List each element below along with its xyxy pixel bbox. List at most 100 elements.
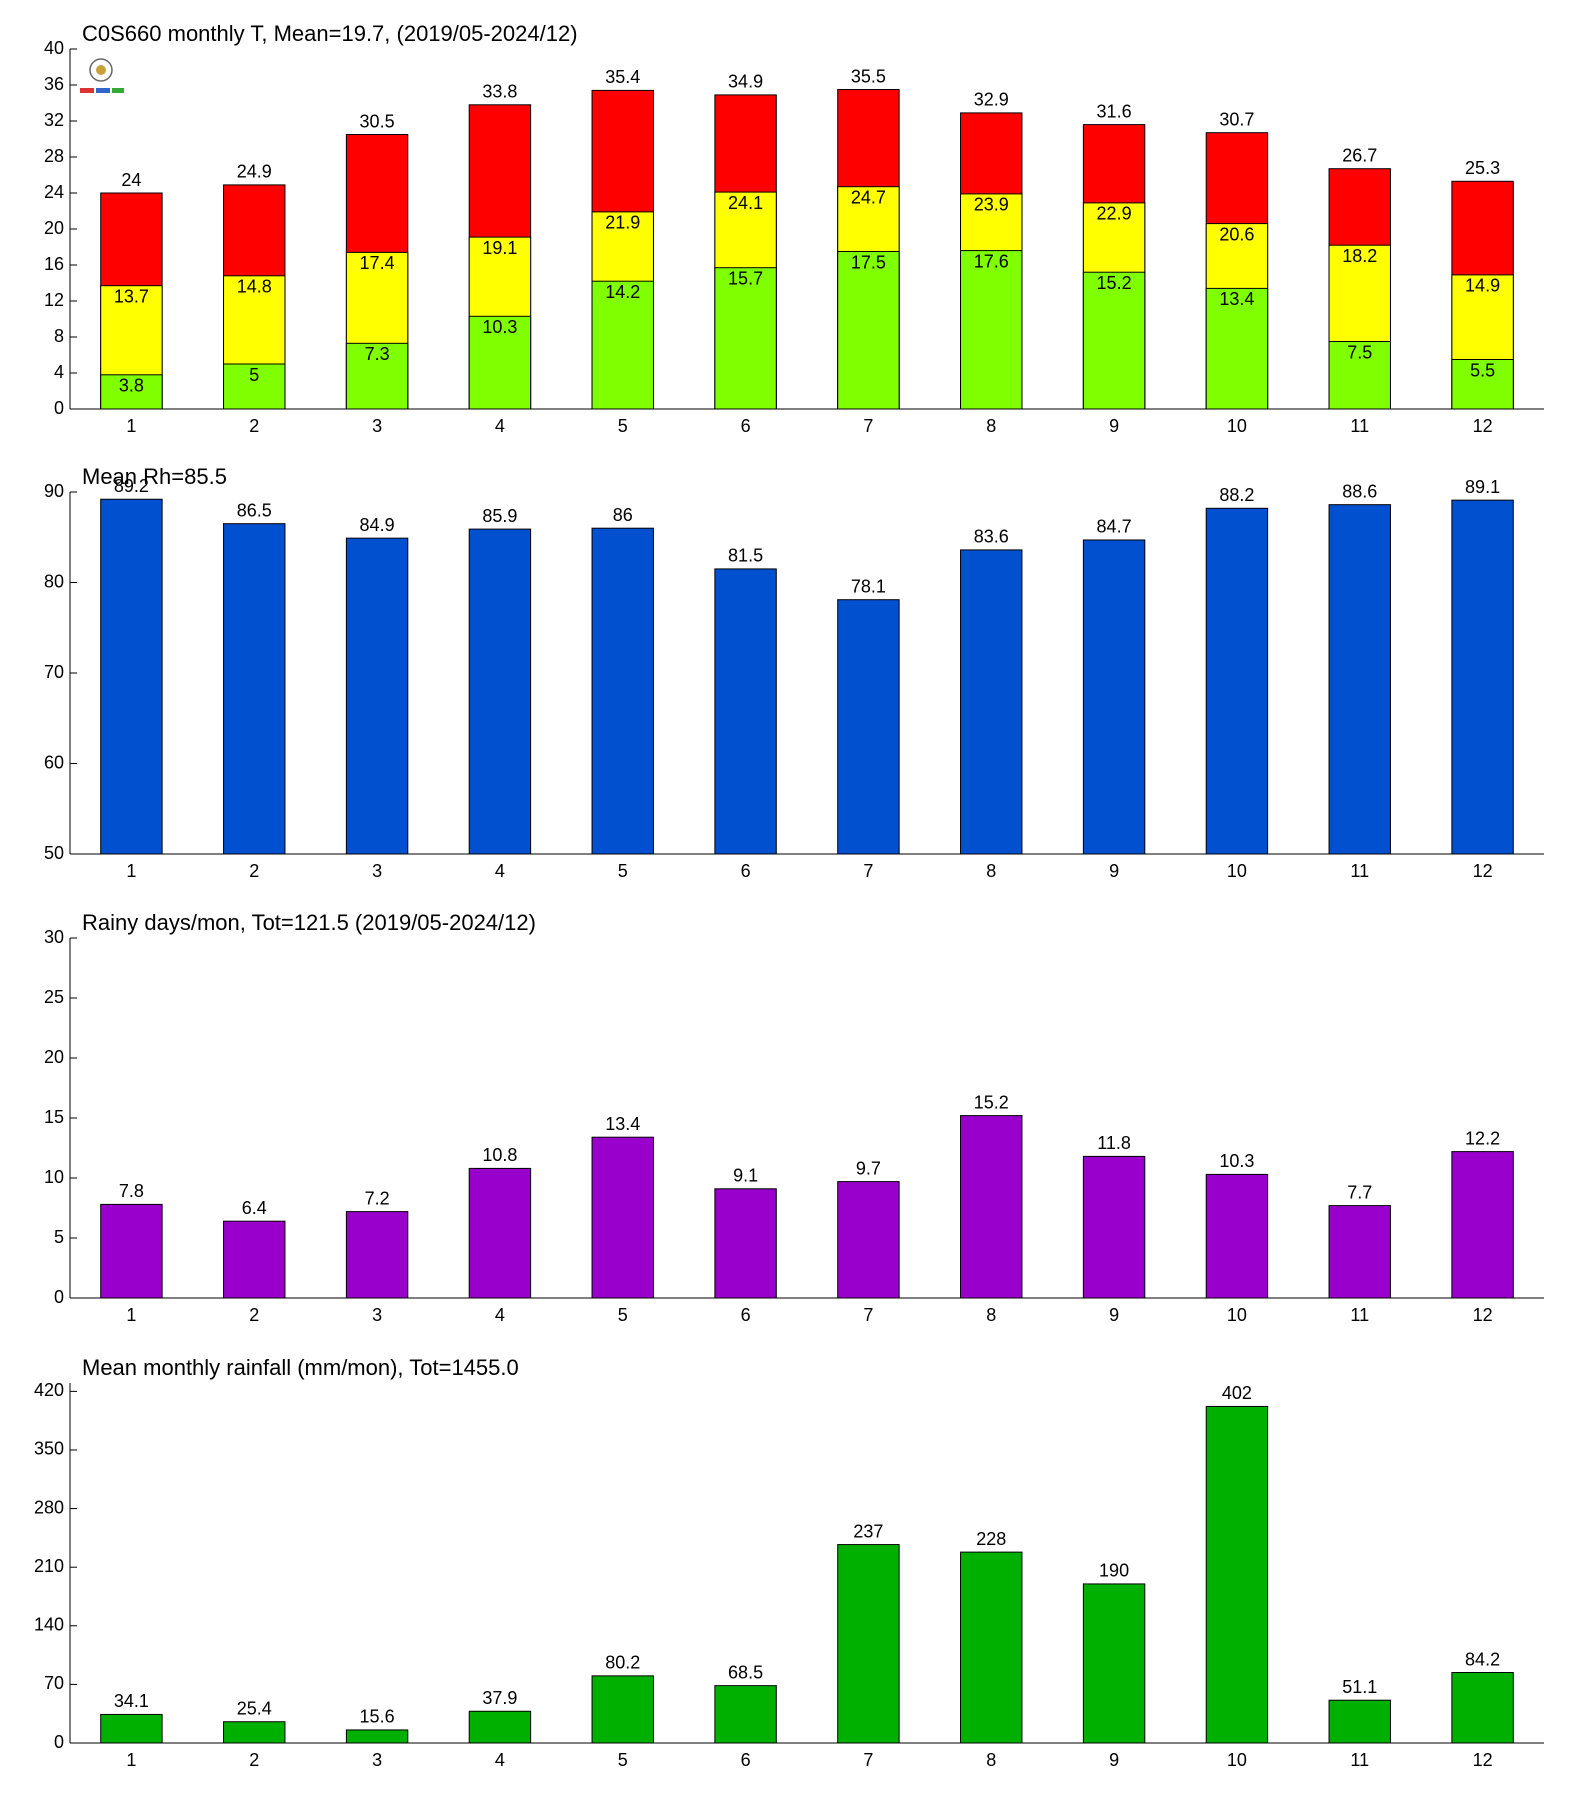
value-label: 15.2 bbox=[974, 1092, 1009, 1112]
value-label: 10.3 bbox=[1219, 1151, 1254, 1171]
bar bbox=[837, 599, 900, 855]
y-tick-label: 20 bbox=[44, 218, 64, 238]
value-label: 7.8 bbox=[119, 1181, 144, 1201]
value-label: 86.5 bbox=[237, 500, 272, 520]
value-label: 13.4 bbox=[605, 1114, 640, 1134]
bar bbox=[345, 1729, 409, 1744]
logo-mark bbox=[96, 88, 110, 93]
bar bbox=[345, 342, 409, 410]
value-label: 7.2 bbox=[365, 1188, 390, 1208]
bar bbox=[714, 568, 777, 855]
bar bbox=[591, 527, 654, 855]
x-tick-label: 10 bbox=[1227, 1750, 1247, 1770]
x-tick-label: 7 bbox=[863, 861, 873, 881]
x-tick-label: 2 bbox=[249, 416, 259, 436]
value-label: 84.7 bbox=[1097, 517, 1132, 537]
value-label: 88.6 bbox=[1342, 481, 1377, 501]
x-tick-label: 5 bbox=[618, 861, 628, 881]
value-label: 25.3 bbox=[1465, 158, 1500, 178]
value-label: 7.7 bbox=[1347, 1182, 1372, 1202]
y-tick-label: 140 bbox=[34, 1615, 64, 1635]
bar bbox=[100, 1713, 163, 1744]
logo-center bbox=[96, 65, 106, 75]
value-label: 24 bbox=[121, 170, 141, 190]
chart-title: Mean Rh=85.5 bbox=[82, 464, 227, 489]
x-tick-label: 11 bbox=[1350, 1305, 1369, 1325]
y-tick-label: 50 bbox=[44, 843, 64, 863]
value-label: 89.1 bbox=[1465, 477, 1500, 497]
value-label: 17.5 bbox=[851, 252, 886, 272]
value-label: 22.9 bbox=[1097, 204, 1132, 224]
value-label: 9.1 bbox=[733, 1166, 758, 1186]
x-tick-label: 12 bbox=[1473, 416, 1493, 436]
value-label: 10.8 bbox=[482, 1145, 517, 1165]
value-label: 3.8 bbox=[119, 376, 144, 396]
y-tick-label: 210 bbox=[34, 1556, 64, 1576]
value-label: 9.7 bbox=[856, 1158, 881, 1178]
value-label: 83.6 bbox=[974, 527, 1009, 547]
y-tick-label: 20 bbox=[44, 1047, 64, 1067]
y-tick-label: 420 bbox=[34, 1380, 64, 1400]
y-tick-label: 4 bbox=[54, 362, 64, 382]
x-tick-label: 1 bbox=[126, 416, 136, 436]
x-tick-label: 9 bbox=[1109, 1305, 1119, 1325]
x-tick-label: 2 bbox=[249, 1750, 259, 1770]
value-label: 228 bbox=[976, 1529, 1006, 1549]
bar bbox=[223, 523, 286, 855]
x-tick-label: 8 bbox=[986, 1750, 996, 1770]
value-label: 12.2 bbox=[1465, 1128, 1500, 1148]
bar bbox=[1328, 504, 1391, 855]
x-tick-label: 1 bbox=[126, 861, 136, 881]
value-label: 190 bbox=[1099, 1561, 1129, 1581]
x-tick-label: 8 bbox=[986, 1305, 996, 1325]
value-label: 21.9 bbox=[605, 213, 640, 233]
bar bbox=[837, 1544, 900, 1744]
x-tick-label: 6 bbox=[741, 416, 751, 436]
bar bbox=[345, 537, 409, 855]
y-tick-label: 15 bbox=[44, 1107, 64, 1127]
value-label: 14.8 bbox=[237, 277, 272, 297]
x-tick-label: 5 bbox=[618, 1305, 628, 1325]
x-tick-label: 9 bbox=[1109, 416, 1119, 436]
value-label: 14.9 bbox=[1465, 276, 1500, 296]
bar bbox=[960, 250, 1023, 410]
value-label: 86 bbox=[613, 505, 633, 525]
bar bbox=[714, 1685, 777, 1744]
bar bbox=[223, 363, 286, 410]
x-tick-label: 10 bbox=[1227, 416, 1247, 436]
bar bbox=[591, 1675, 654, 1744]
value-label: 402 bbox=[1222, 1383, 1252, 1403]
y-tick-label: 0 bbox=[54, 398, 64, 418]
x-tick-label: 10 bbox=[1227, 861, 1247, 881]
bar bbox=[1205, 507, 1269, 855]
y-tick-label: 24 bbox=[44, 182, 64, 202]
bar bbox=[1328, 341, 1391, 410]
value-label: 78.1 bbox=[851, 576, 886, 596]
y-tick-label: 40 bbox=[44, 38, 64, 58]
y-tick-label: 70 bbox=[44, 662, 64, 682]
bar bbox=[468, 1710, 532, 1744]
value-label: 23.9 bbox=[974, 195, 1009, 215]
bar bbox=[591, 1136, 654, 1299]
x-tick-label: 9 bbox=[1109, 1750, 1119, 1770]
y-tick-label: 0 bbox=[54, 1732, 64, 1752]
value-label: 30.5 bbox=[360, 111, 395, 131]
value-label: 5.5 bbox=[1470, 360, 1495, 380]
x-tick-label: 7 bbox=[863, 1305, 873, 1325]
bar bbox=[1205, 1173, 1269, 1299]
x-tick-label: 8 bbox=[986, 416, 996, 436]
value-label: 85.9 bbox=[482, 506, 517, 526]
value-label: 37.9 bbox=[482, 1688, 517, 1708]
bar bbox=[1082, 1155, 1146, 1299]
bar bbox=[714, 1188, 777, 1299]
bar bbox=[468, 528, 532, 855]
value-label: 15.2 bbox=[1097, 273, 1132, 293]
chart-title: C0S660 monthly T, Mean=19.7, (2019/05-20… bbox=[82, 21, 578, 46]
value-label: 6.4 bbox=[242, 1198, 267, 1218]
x-tick-label: 7 bbox=[863, 1750, 873, 1770]
bar bbox=[1328, 1699, 1391, 1744]
bar bbox=[837, 251, 900, 410]
y-tick-label: 60 bbox=[44, 752, 64, 772]
value-label: 84.2 bbox=[1465, 1649, 1500, 1669]
